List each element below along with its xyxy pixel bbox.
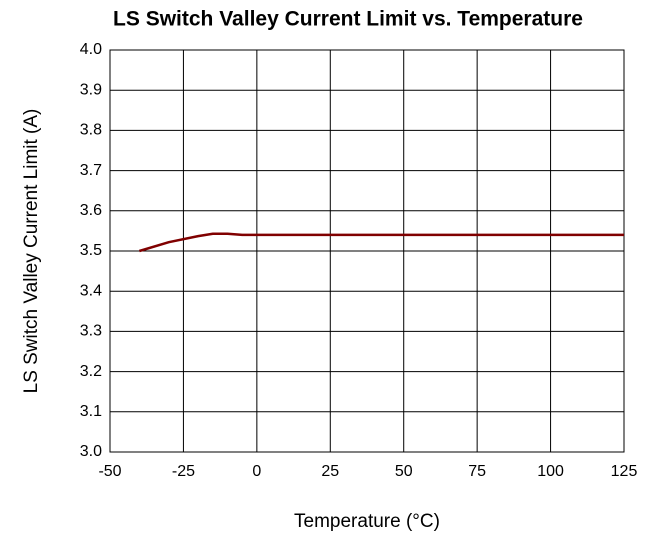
x-tick-label: 25 (321, 463, 339, 480)
y-tick-label: 3.3 (80, 323, 102, 340)
x-tick-label: 0 (252, 463, 261, 480)
x-axis-label: Temperature (°C) (294, 511, 440, 532)
y-tick-label: 3.7 (80, 162, 102, 179)
y-tick-label: 3.2 (80, 363, 102, 380)
y-axis-label: LS Switch Valley Current Limit (A) (21, 109, 42, 394)
x-tick-label: 50 (395, 463, 413, 480)
y-tick-label: 3.8 (80, 122, 102, 139)
data-line (139, 232, 624, 253)
y-tick-label: 3.4 (80, 282, 102, 299)
y-tick-label: 3.6 (80, 202, 102, 219)
x-tick-label: -25 (172, 463, 195, 480)
y-tick-label: 3.0 (80, 443, 102, 460)
y-tick-label: 3.5 (80, 242, 102, 259)
y-tick-label: 3.9 (80, 81, 102, 98)
chart-title: LS Switch Valley Current Limit vs. Tempe… (113, 8, 583, 31)
x-tick-label: 100 (537, 463, 564, 480)
x-tick-label: 125 (611, 463, 638, 480)
plot-border (109, 49, 625, 453)
x-tick-label: -50 (98, 463, 121, 480)
x-tick-label: 75 (468, 463, 486, 480)
y-tick-label: 3.1 (80, 403, 102, 420)
y-tick-label: 4.0 (80, 41, 102, 58)
